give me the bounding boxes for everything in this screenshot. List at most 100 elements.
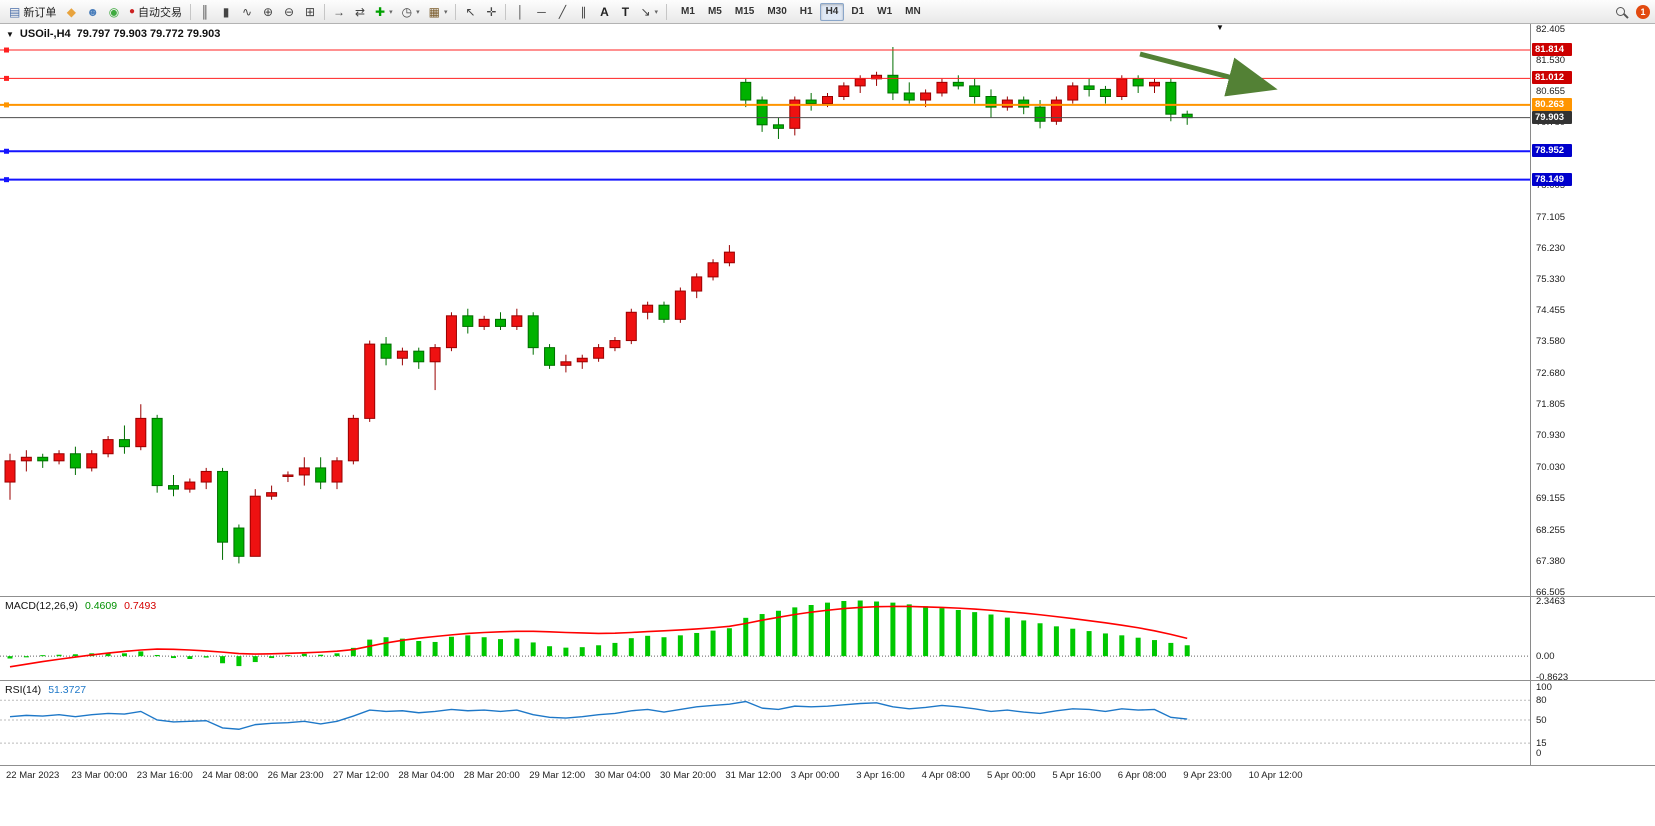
arrow-annotation[interactable] <box>1139 51 1278 97</box>
time-axis-label: 6 Apr 08:00 <box>1117 770 1167 781</box>
timeframe-mn[interactable]: MN <box>899 3 927 21</box>
timeframe-h4[interactable]: H4 <box>819 2 845 21</box>
zoom-out-icon[interactable]: ⊖ <box>284 4 295 19</box>
channel-icon[interactable]: ∥ <box>580 4 587 19</box>
price-tag: 78.952 <box>1532 144 1572 158</box>
vertical-line-icon[interactable]: │ <box>516 4 525 19</box>
timeframe-m15[interactable]: M15 <box>729 3 760 21</box>
chart-shift-marker[interactable]: ▼ <box>1216 23 1224 32</box>
new-order-icon: ▤ <box>9 4 21 19</box>
timeframe-d1[interactable]: D1 <box>845 3 870 21</box>
candle <box>1116 78 1128 98</box>
arrows-tool-button[interactable]: ↘ ▾ <box>636 2 662 21</box>
price-tag: 79.903 <box>1532 110 1572 124</box>
indicators-button[interactable]: ✚ ▾ <box>371 2 397 21</box>
line-handle[interactable] <box>4 177 9 183</box>
price-axis-label: 77.105 <box>1536 211 1566 223</box>
new-order-button[interactable]: ▤ 新订单 <box>5 2 60 21</box>
chart-shift-icon[interactable]: ⇄ <box>355 4 366 19</box>
candle <box>396 350 408 359</box>
profile-icon[interactable]: ☻ <box>86 4 99 19</box>
candle <box>887 74 899 94</box>
time-axis-label: 4 Apr 08:00 <box>921 770 971 781</box>
price-axis-label: 72.680 <box>1536 368 1566 380</box>
mql5-icon[interactable]: ◆ <box>66 4 76 19</box>
indicators-icon: ✚ <box>375 4 386 19</box>
macd-axis[interactable]: 2.3463 0.00 -0.8623 <box>1530 596 1655 683</box>
timeframe-m1[interactable]: M1 <box>675 3 701 21</box>
price-axis-label: 82.405 <box>1536 24 1566 36</box>
community-icon[interactable]: ◉ <box>108 4 120 19</box>
macd-plot-canvas[interactable] <box>0 597 1530 681</box>
rsi-panel[interactable]: RSI(14) 51.3727 100 80 50 15 0 <box>0 681 1655 766</box>
timeframe-m5[interactable]: M5 <box>702 3 728 21</box>
rsi-axis-label: 80 <box>1536 695 1547 707</box>
trendline-icon[interactable]: ╱ <box>558 4 567 19</box>
main-toolbar: ▤ 新订单 ◆ ☻ ◉ ● 自动交易 ║ ▮ ∿ ⊕ ⊖ ⊞ → ⇄ ✚ ▾ ◷… <box>0 0 1655 24</box>
time-axis-label: 29 Mar 12:00 <box>529 770 586 781</box>
search-icon[interactable] <box>1610 2 1630 21</box>
candle <box>527 315 539 349</box>
candle <box>658 304 670 320</box>
candle <box>233 527 245 557</box>
timeframe-m30[interactable]: M30 <box>761 3 792 21</box>
time-axis-label: 31 Mar 12:00 <box>725 770 782 781</box>
horizontal-line-icon[interactable]: ─ <box>537 4 546 19</box>
rsi-value: 51.3727 <box>48 684 87 696</box>
timeframe-w1[interactable]: W1 <box>871 3 898 21</box>
crosshair-icon[interactable]: ✛ <box>486 4 497 19</box>
label-tool-icon[interactable]: T <box>621 4 630 19</box>
rsi-axis[interactable]: 100 80 50 15 0 <box>1530 681 1655 765</box>
candle <box>1181 113 1193 119</box>
candle <box>282 474 294 477</box>
macd-panel[interactable]: MACD(12,26,9) 0.4609 0.7493 2.3463 0.00 -0… <box>0 596 1655 683</box>
line-chart-icon[interactable]: ∿ <box>242 4 253 19</box>
price-plot-canvas[interactable] <box>0 24 1530 597</box>
periods-button[interactable]: ◷ ▾ <box>398 2 424 21</box>
one-click-trading-toggle[interactable]: ▼ <box>6 29 14 39</box>
macd-title: MACD(12,26,9) <box>5 600 78 612</box>
candle <box>691 276 703 292</box>
macd-main-value: 0.4609 <box>84 600 118 612</box>
price-axis[interactable]: 82.40581.53080.65579.78078.90578.00577.1… <box>1530 24 1655 598</box>
cursor-icon[interactable]: ↖ <box>465 4 476 19</box>
text-tool-icon[interactable]: A <box>600 4 609 19</box>
rsi-label: RSI(14) 51.3727 <box>5 684 86 696</box>
macd-axis-label: -0.8623 <box>1536 671 1569 683</box>
candle <box>315 467 327 483</box>
time-axis-label: 9 Apr 23:00 <box>1183 770 1232 781</box>
candle <box>969 85 981 98</box>
line-handle[interactable] <box>4 47 9 53</box>
candle <box>86 453 98 469</box>
candle <box>37 456 49 462</box>
price-axis-label: 66.505 <box>1536 586 1566 598</box>
candle <box>413 350 425 363</box>
time-axis-label: 3 Apr 00:00 <box>790 770 840 781</box>
line-handle[interactable] <box>4 102 9 108</box>
auto-trading-button[interactable]: ● 自动交易 <box>125 2 186 21</box>
zoom-in-icon[interactable]: ⊕ <box>263 4 274 19</box>
rsi-title: RSI(14) <box>5 684 42 696</box>
candle <box>1067 85 1079 101</box>
candle <box>1149 81 1160 87</box>
timeframe-h1[interactable]: H1 <box>794 3 819 21</box>
candle <box>184 481 196 490</box>
candle <box>118 439 130 448</box>
candlestick-icon[interactable]: ▮ <box>222 4 230 19</box>
templates-button[interactable]: ▦ ▾ <box>425 2 452 21</box>
price-chart-panel[interactable]: ▼ USOil-,H4 79.797 79.903 79.772 79.903 … <box>0 23 1655 598</box>
time-axis-label: 28 Mar 20:00 <box>463 770 520 781</box>
line-handle[interactable] <box>4 148 9 154</box>
auto-scroll-icon[interactable]: → <box>333 4 346 19</box>
toolbar-separator <box>666 3 668 20</box>
price-axis-label: 76.230 <box>1536 242 1566 254</box>
tile-windows-icon[interactable]: ⊞ <box>305 4 316 19</box>
line-handle[interactable] <box>4 75 9 81</box>
notification-badge[interactable]: 1 <box>1636 4 1650 19</box>
rsi-axis-label: 50 <box>1536 715 1547 726</box>
rsi-plot-canvas[interactable] <box>0 681 1530 766</box>
bar-chart-icon[interactable]: ║ <box>200 4 210 19</box>
time-axis[interactable]: 22 Mar 2023 23 Mar 00:00 23 Mar 16:00 24 Ma… <box>0 766 1655 788</box>
time-axis-label: 5 Apr 00:00 <box>987 770 1036 781</box>
time-axis-label: 28 Mar 04:00 <box>398 770 455 781</box>
